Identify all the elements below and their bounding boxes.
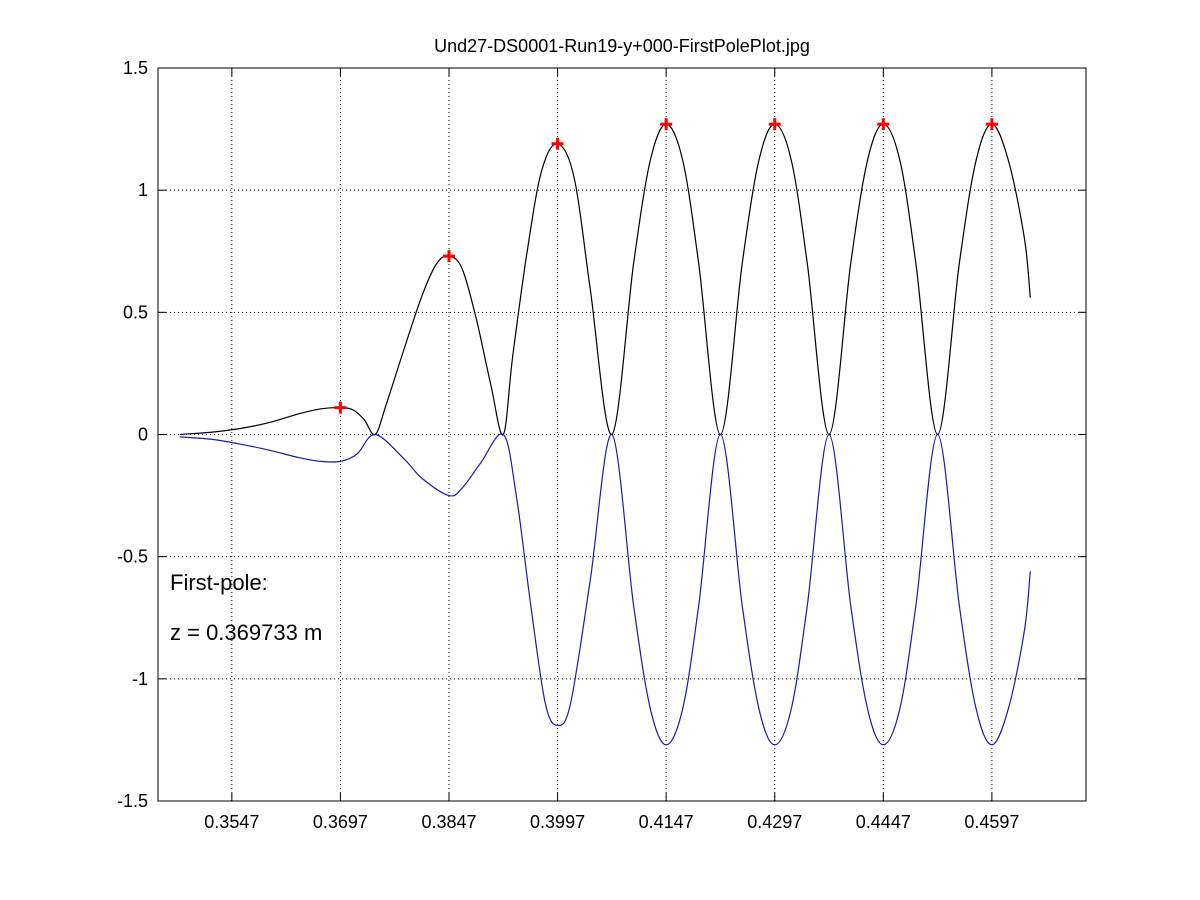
x-axis-ticks: 0.3547 0.3697 0.3847 0.3997 0.4147 0.4297 0.44…: [204, 68, 1019, 832]
y-tick-label: 0.5: [123, 302, 148, 322]
series-lines: [179, 123, 1031, 746]
y-axis-ticks: 1.5 1 0.5 0 -0.5 -1 -1.5: [117, 58, 1086, 811]
y-tick-label: -1: [132, 669, 148, 689]
y-tick-label: 1: [138, 180, 148, 200]
series-line-1: [179, 123, 1031, 436]
y-tick-label: -0.5: [117, 547, 148, 567]
y-tick-label: 1.5: [123, 58, 148, 78]
x-tick-label: 0.4597: [964, 812, 1019, 832]
peak-marker: [442, 250, 455, 263]
grid: [158, 68, 1086, 801]
peak-marker: [334, 401, 347, 414]
peak-marker: [660, 118, 673, 131]
y-tick-label: -1.5: [117, 791, 148, 811]
annotation-z-value: z = 0.369733 m: [170, 620, 322, 645]
peak-marker: [877, 118, 890, 131]
x-tick-label: 0.4447: [856, 812, 911, 832]
x-tick-label: 0.4147: [639, 812, 694, 832]
peak-marker: [768, 118, 781, 131]
y-tick-label: 0: [138, 425, 148, 445]
x-tick-label: 0.4297: [747, 812, 802, 832]
x-tick-label: 0.3547: [204, 812, 259, 832]
chart-title: Und27-DS0001-Run19-y+000-FirstPolePlot.j…: [434, 36, 810, 56]
x-tick-label: 0.3997: [530, 812, 585, 832]
peak-marker: [985, 118, 998, 131]
series-line-2: [179, 433, 1031, 746]
peak-marker: [551, 137, 564, 150]
annotation-first-pole: First-pole:: [170, 570, 268, 595]
x-tick-label: 0.3847: [421, 812, 476, 832]
x-tick-label: 0.3697: [313, 812, 368, 832]
peak-markers: [334, 118, 998, 414]
